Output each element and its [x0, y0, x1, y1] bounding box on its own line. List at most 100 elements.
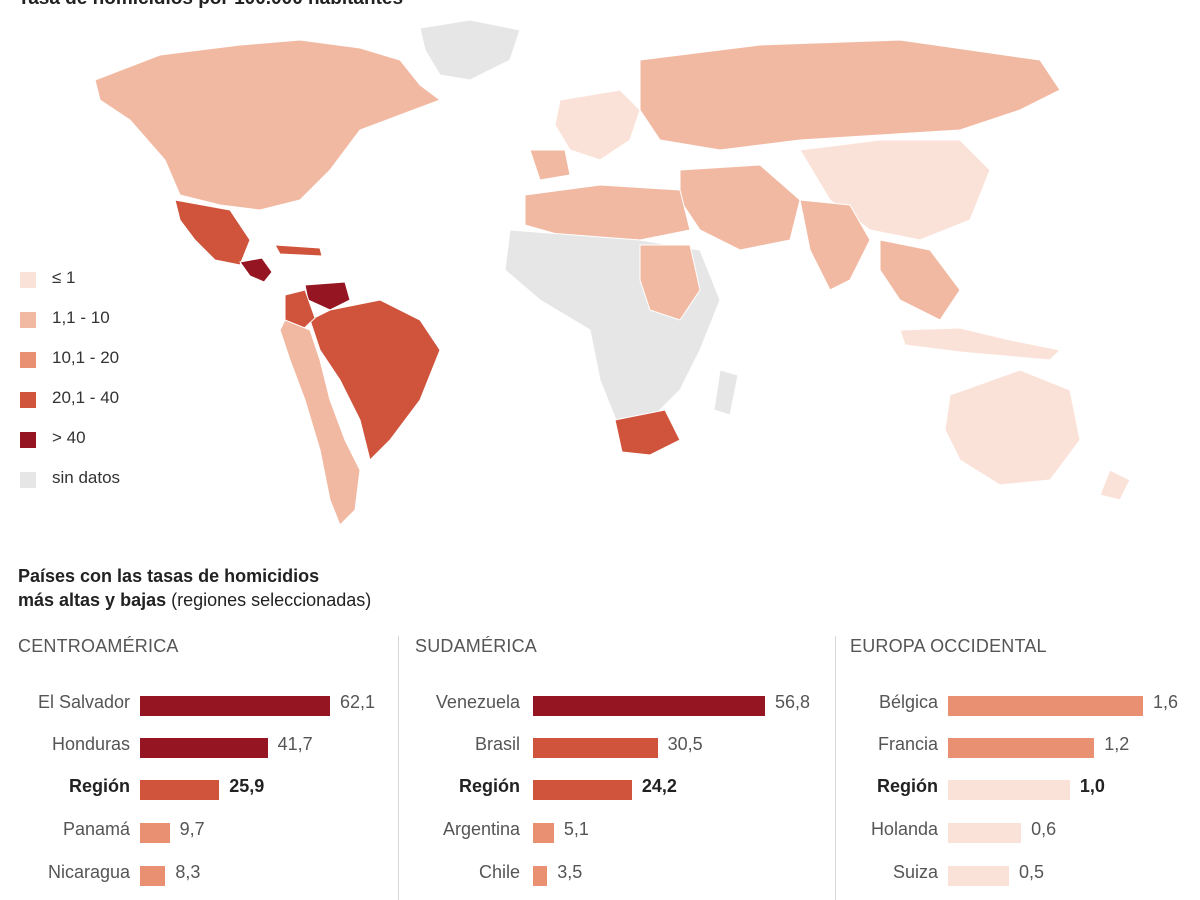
region-venezuela	[304, 281, 351, 311]
region-colombia	[284, 289, 316, 333]
bar-row: Chile 3,5	[415, 856, 795, 892]
region-greenland	[419, 19, 521, 81]
bar	[533, 696, 765, 716]
bar-value: 62,1	[340, 692, 376, 712]
bar	[948, 866, 1009, 886]
bar-label: Chile	[478, 862, 520, 882]
legend-swatch	[20, 472, 36, 488]
bar-label: Región	[877, 776, 938, 796]
bar-label: Bélgica	[878, 692, 938, 712]
section-title-bold: Países con las tasas de homicidios	[18, 566, 320, 586]
bar-label: Región	[69, 776, 130, 796]
bar	[140, 738, 268, 758]
bar-value: 5,1	[563, 819, 589, 839]
bar	[140, 823, 170, 843]
bar	[948, 780, 1070, 800]
legend-swatch	[20, 432, 36, 448]
region-brazil	[309, 299, 441, 461]
bar	[948, 823, 1022, 843]
bar-label: Nicaragua	[47, 862, 130, 882]
region-central-america	[239, 257, 273, 283]
bar-label: Suiza	[892, 862, 938, 882]
map-title: Tasa de homicidios por 100.000 habitante…	[18, 0, 403, 10]
bar-row: Región 1,0	[850, 770, 1190, 806]
bar-label: Venezuela	[435, 692, 520, 712]
region-andes	[279, 319, 361, 526]
bar-value: 24,2	[641, 776, 677, 796]
bar-row: Honduras 41,7	[18, 728, 398, 764]
bar-row: Argentina 5,1	[415, 813, 795, 849]
bar-row: Venezuela 56,8	[415, 686, 810, 722]
legend-swatch	[20, 392, 36, 408]
world-homicide-map	[94, 19, 1131, 526]
region-western-europe	[554, 89, 641, 161]
region-india	[799, 199, 871, 291]
bar	[948, 738, 1095, 758]
legend-label: ≤ 1	[52, 268, 76, 287]
section-title-rest: (regiones seleccionadas)	[166, 590, 372, 610]
legend-label: sin datos	[52, 468, 121, 487]
region-russia	[639, 39, 1061, 151]
bar-value: 1,6	[1153, 692, 1179, 712]
legend-swatch	[20, 352, 36, 368]
bar-value: 30,5	[667, 734, 703, 754]
bar	[140, 780, 220, 800]
bar	[533, 823, 554, 843]
bar-label: Panamá	[62, 819, 130, 839]
region-madagascar	[713, 369, 739, 416]
bar	[140, 696, 330, 716]
region-new-zealand	[1099, 469, 1131, 501]
bar	[533, 780, 632, 800]
region-southeast-asia	[879, 239, 961, 321]
legend-label: 1,1 - 10	[52, 308, 110, 327]
bar-value: 1,2	[1104, 734, 1130, 754]
bar-row: Holanda 0,6	[850, 813, 1190, 849]
bar-value: 41,7	[277, 734, 313, 754]
bar-panel-0: CENTROAMÉRICA El Salvador 62,1 Honduras 41,7…	[18, 632, 398, 900]
panel-heading: SUDAMÉRICA	[415, 636, 538, 656]
bar-value: 9,7	[179, 819, 205, 839]
legend-label: > 40	[52, 428, 86, 447]
region-australia	[944, 369, 1081, 486]
bar-row: El Salvador 62,1	[18, 686, 398, 722]
panel-divider	[835, 636, 836, 900]
bar-panel-2: EUROPA OCCIDENTAL Bélgica 1,6 Francia 1,2 Reg…	[850, 632, 1190, 900]
bar-row: Región 25,9	[18, 770, 398, 806]
legend-label: 20,1 - 40	[52, 388, 120, 407]
bar-label: Holanda	[870, 819, 938, 839]
bar-value: 0,5	[1018, 862, 1044, 882]
bar	[140, 866, 166, 886]
bar-label: Región	[459, 776, 520, 796]
bar	[533, 738, 658, 758]
region-mexico	[174, 199, 251, 266]
region-indonesia	[899, 327, 1062, 361]
panel-heading: CENTROAMÉRICA	[18, 636, 179, 656]
bar-row: Suiza 0,5	[850, 856, 1190, 892]
bar-row: Panamá 9,7	[18, 813, 398, 849]
bar-value: 56,8	[775, 692, 811, 712]
panel-heading: EUROPA OCCIDENTAL	[850, 636, 1047, 656]
bar-row: Francia 1,2	[850, 728, 1190, 764]
region-east-africa	[639, 244, 701, 321]
bar-label: Francia	[877, 734, 938, 754]
panel-divider	[398, 636, 399, 900]
bar-label: Argentina	[442, 819, 520, 839]
bar-value: 8,3	[175, 862, 201, 882]
section-title-bold-2: más altas y bajas	[18, 590, 167, 610]
region-iberia	[529, 149, 571, 181]
bar	[948, 696, 1143, 716]
bar-value: 1,0	[1079, 776, 1105, 796]
section-title: Países con las tasas de homicidios más a…	[18, 564, 371, 612]
bar-value: 25,9	[229, 776, 265, 796]
bar-label: Brasil	[474, 734, 520, 754]
bar-value: 0,6	[1031, 819, 1057, 839]
region-north-america	[94, 39, 442, 211]
bar-label: El Salvador	[37, 692, 130, 712]
region-north-africa	[524, 184, 691, 241]
region-caribbean	[274, 244, 323, 257]
legend-swatch	[20, 312, 36, 328]
bar-row: Región 24,2	[415, 770, 795, 806]
bar-panel-1: SUDAMÉRICA Venezuela 56,8 Brasil 30,5 Región 2…	[415, 632, 810, 900]
bar-row: Brasil 30,5	[415, 728, 795, 764]
region-middle-east	[679, 164, 801, 251]
